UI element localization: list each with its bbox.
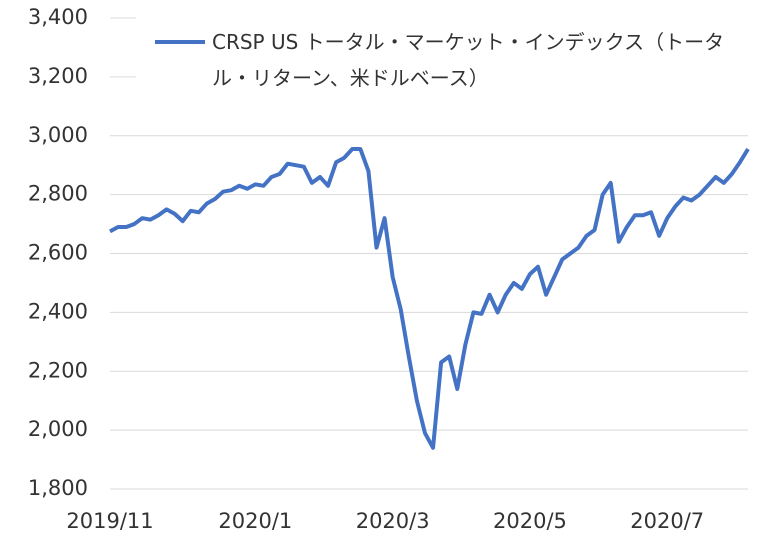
x-tick-label: 2020/3: [356, 509, 430, 533]
x-tick-label: 2019/11: [66, 509, 153, 533]
y-tick-label: 2,800: [28, 182, 88, 206]
y-tick-label: 2,000: [28, 417, 88, 441]
legend-background: [136, 4, 764, 100]
y-tick-label: 3,000: [28, 123, 88, 147]
x-tick-label: 2020/7: [630, 509, 704, 533]
x-tick-label: 2020/5: [493, 509, 567, 533]
y-tick-label: 3,200: [28, 64, 88, 88]
y-tick-label: 1,800: [28, 476, 88, 500]
x-tick-label: 2020/1: [218, 509, 292, 533]
data-line: [109, 146, 750, 450]
y-tick-label: 3,400: [28, 5, 88, 29]
y-tick-label: 2,600: [28, 241, 88, 265]
y-tick-label: 2,400: [28, 299, 88, 323]
y-tick-label: 2,200: [28, 358, 88, 382]
legend-label: CRSP US トータル・マーケット・インデックス（トータル・リターン、米ドルベ…: [212, 30, 725, 90]
